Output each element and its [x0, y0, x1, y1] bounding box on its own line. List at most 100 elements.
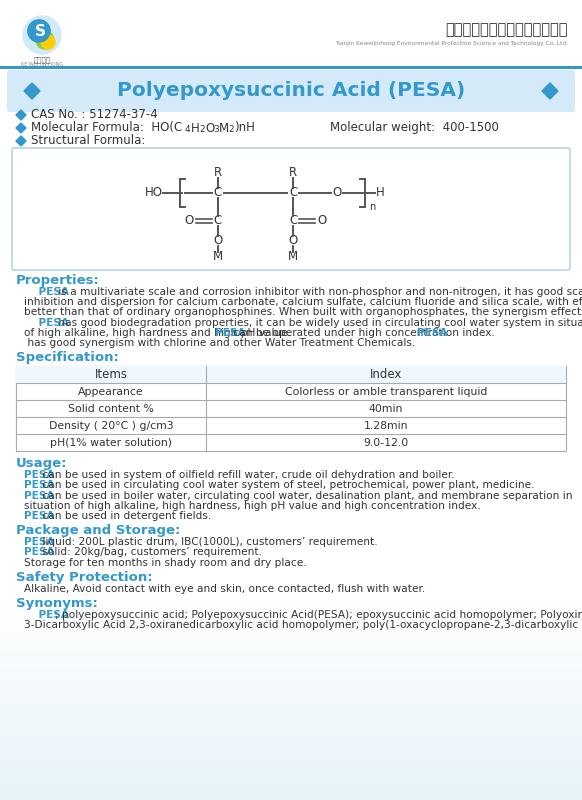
- Text: O: O: [184, 214, 194, 227]
- Bar: [0, 727, 582, 728]
- Bar: [0, 728, 582, 729]
- Bar: [0, 607, 582, 608]
- Bar: [0, 798, 582, 799]
- Bar: [0, 780, 582, 781]
- Bar: [0, 674, 582, 675]
- Bar: [0, 726, 582, 727]
- Bar: [0, 784, 582, 785]
- Bar: [0, 628, 582, 629]
- Bar: [0, 729, 582, 730]
- Bar: [0, 775, 582, 776]
- Bar: [0, 692, 582, 693]
- Bar: [0, 739, 582, 740]
- Text: 2: 2: [228, 126, 233, 134]
- Text: Density ( 20°C ) g/cm3: Density ( 20°C ) g/cm3: [49, 421, 173, 430]
- Bar: [0, 653, 582, 654]
- Bar: [0, 650, 582, 651]
- Bar: [0, 645, 582, 646]
- Polygon shape: [16, 110, 26, 120]
- Bar: [0, 648, 582, 649]
- Bar: [0, 682, 582, 683]
- Bar: [0, 0, 582, 70]
- Bar: [0, 678, 582, 679]
- Bar: [0, 758, 582, 759]
- Bar: [0, 635, 582, 636]
- Bar: [0, 685, 582, 686]
- Bar: [0, 646, 582, 647]
- Text: PESA: PESA: [24, 538, 55, 547]
- Bar: [0, 712, 582, 713]
- Bar: [16, 366, 566, 383]
- Bar: [0, 609, 582, 610]
- Bar: [0, 694, 582, 695]
- Bar: [0, 764, 582, 765]
- Bar: [0, 601, 582, 602]
- Bar: [0, 713, 582, 714]
- Bar: [0, 654, 582, 655]
- Text: 天津科维津宏环保科技有限公司: 天津科维津宏环保科技有限公司: [445, 22, 568, 38]
- Bar: [0, 688, 582, 689]
- Text: Package and Storage:: Package and Storage:: [16, 524, 180, 538]
- Bar: [0, 697, 582, 698]
- Text: can be used in system of oilfield refill water, crude oil dehydration and boiler: can be used in system of oilfield refill…: [39, 470, 455, 480]
- Text: C: C: [289, 186, 297, 199]
- Polygon shape: [16, 136, 26, 146]
- Circle shape: [28, 20, 50, 42]
- Bar: [0, 792, 582, 793]
- Text: Molecular Formula:  HO(C: Molecular Formula: HO(C: [31, 122, 182, 134]
- Bar: [0, 610, 582, 611]
- Text: )nH: )nH: [234, 122, 255, 134]
- Bar: [0, 641, 582, 642]
- Text: C: C: [214, 186, 222, 199]
- Bar: [0, 743, 582, 744]
- Text: 4: 4: [185, 126, 191, 134]
- Bar: [0, 684, 582, 685]
- Text: O: O: [317, 214, 327, 227]
- Bar: [0, 747, 582, 748]
- Text: H: H: [191, 122, 200, 134]
- Text: Alkaline, Avoid contact with eye and skin, once contacted, flush with water.: Alkaline, Avoid contact with eye and ski…: [24, 584, 425, 594]
- Polygon shape: [542, 83, 558, 99]
- Bar: [0, 773, 582, 774]
- Bar: [0, 716, 582, 717]
- Bar: [0, 637, 582, 638]
- Bar: [0, 707, 582, 708]
- Text: PESA: PESA: [24, 287, 69, 297]
- Text: M: M: [213, 250, 223, 263]
- Text: better than that of ordinary organophosphines. When built with organophosphates,: better than that of ordinary organophosp…: [24, 307, 582, 318]
- Bar: [0, 620, 582, 621]
- Circle shape: [28, 20, 50, 42]
- Text: S: S: [34, 25, 45, 39]
- Bar: [0, 783, 582, 784]
- Bar: [0, 701, 582, 702]
- Bar: [0, 757, 582, 758]
- Bar: [0, 651, 582, 652]
- Bar: [0, 790, 582, 791]
- Bar: [0, 704, 582, 705]
- Text: M: M: [288, 250, 298, 263]
- Bar: [0, 788, 582, 789]
- Text: O: O: [288, 234, 297, 247]
- Text: PESA: PESA: [24, 318, 69, 328]
- Bar: [0, 730, 582, 731]
- Bar: [0, 643, 582, 644]
- Bar: [0, 767, 582, 768]
- Bar: [0, 796, 582, 797]
- Bar: [0, 661, 582, 662]
- Bar: [0, 670, 582, 671]
- Bar: [0, 605, 582, 606]
- Text: pH(1% water solution): pH(1% water solution): [50, 438, 172, 448]
- Bar: [0, 769, 582, 770]
- Text: PESA: PESA: [24, 547, 55, 558]
- Text: situation of high alkaline, high hardness, high pH value and high concentration : situation of high alkaline, high hardnes…: [24, 501, 481, 510]
- Text: can be used in circulating cool water system of steel, petrochemical, power plan: can be used in circulating cool water sy…: [39, 480, 535, 490]
- Bar: [0, 715, 582, 716]
- Bar: [0, 698, 582, 699]
- Bar: [0, 772, 582, 773]
- Bar: [0, 622, 582, 623]
- Circle shape: [23, 16, 61, 54]
- Bar: [0, 647, 582, 648]
- Text: 科维津宏: 科维津宏: [34, 56, 51, 62]
- Text: is a multivariate scale and corrosion inhibitor with non-phosphor and non-nitrog: is a multivariate scale and corrosion in…: [55, 287, 582, 297]
- Text: C: C: [214, 214, 222, 227]
